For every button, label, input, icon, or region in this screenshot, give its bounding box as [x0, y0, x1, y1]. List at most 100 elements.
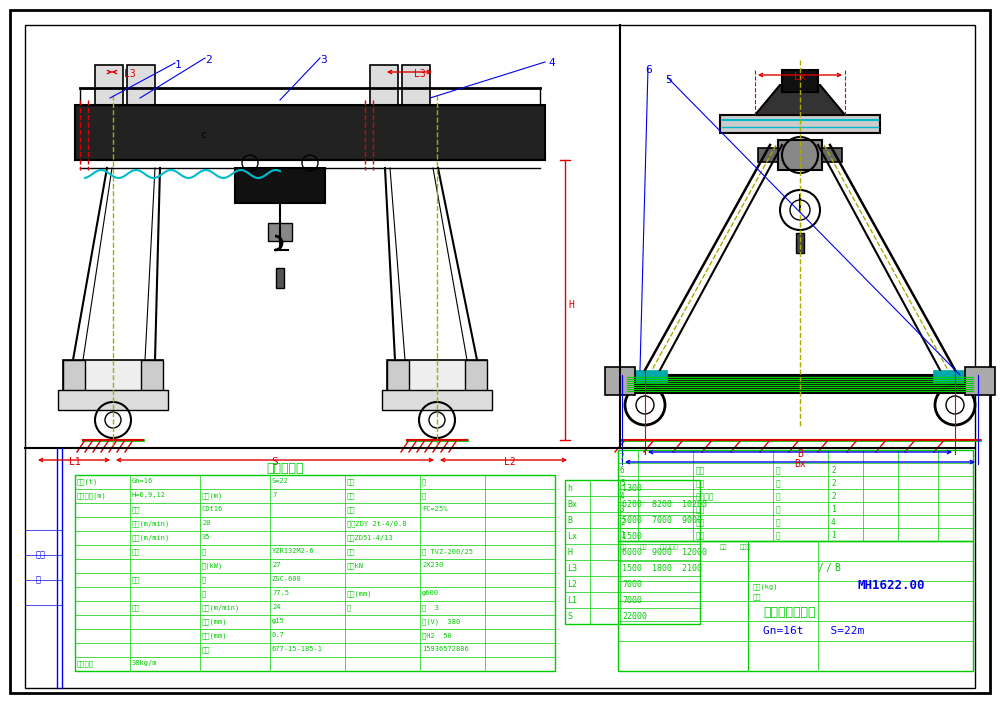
Bar — [63, 360, 85, 395]
Bar — [370, 65, 398, 105]
Text: 型: 型 — [202, 576, 206, 583]
Text: 钢: 钢 — [776, 466, 781, 475]
Text: 6: 6 — [620, 466, 625, 475]
Text: 重量(kg): 重量(kg) — [753, 583, 778, 590]
Bar — [141, 360, 163, 395]
Bar — [618, 450, 973, 541]
Text: 1: 1 — [175, 60, 182, 70]
Bar — [822, 148, 842, 162]
Text: 套: 套 — [776, 505, 781, 514]
Text: 处数: 处数 — [640, 544, 648, 550]
Text: Bx: Bx — [567, 500, 577, 509]
Text: 制造: 制造 — [347, 478, 356, 484]
Text: 率(kW): 率(kW) — [202, 562, 223, 569]
Text: 2: 2 — [831, 492, 836, 501]
Text: 轨道重量: 轨道重量 — [77, 660, 94, 666]
Text: B: B — [834, 563, 840, 573]
Text: 标: 标 — [422, 492, 426, 498]
Text: 型号: 型号 — [202, 646, 210, 652]
Text: 1300: 1300 — [622, 484, 642, 493]
Text: 轮压(mm): 轮压(mm) — [202, 632, 228, 638]
Text: 4: 4 — [831, 518, 836, 527]
Bar — [63, 360, 163, 395]
Text: 0.7: 0.7 — [272, 632, 285, 638]
Text: 7000: 7000 — [622, 580, 642, 589]
Text: H=6,9,12: H=6,9,12 — [132, 492, 166, 498]
Text: 数  3: 数 3 — [422, 604, 439, 611]
Text: 677-15-185-1: 677-15-185-1 — [272, 646, 323, 652]
Bar — [623, 370, 667, 382]
Text: 27: 27 — [272, 562, 280, 568]
Bar — [58, 390, 168, 410]
Text: 速度(m): 速度(m) — [202, 492, 223, 498]
Text: S=22: S=22 — [272, 478, 289, 484]
Text: CDt16: CDt16 — [202, 506, 223, 512]
Text: 大车: 大车 — [132, 604, 140, 611]
Bar — [127, 65, 155, 105]
Text: 1: 1 — [620, 531, 625, 540]
Text: 型: 型 — [202, 548, 206, 555]
Text: L2: L2 — [504, 457, 516, 467]
Text: 6000  9000  12000: 6000 9000 12000 — [622, 548, 707, 557]
Text: L3: L3 — [567, 564, 577, 573]
Text: 更改文件号: 更改文件号 — [660, 544, 679, 550]
Text: 22000: 22000 — [622, 612, 647, 621]
Text: 用途: 用途 — [347, 506, 356, 512]
Text: 2X230: 2X230 — [422, 562, 443, 568]
Text: 减速: 减速 — [132, 576, 140, 583]
Text: 38kg/m: 38kg/m — [132, 660, 158, 666]
Text: 额定(t): 额定(t) — [77, 478, 98, 484]
Text: 葫芦ZD51-4/13: 葫芦ZD51-4/13 — [347, 534, 394, 541]
Text: MH1622.00: MH1622.00 — [858, 579, 926, 592]
Bar — [758, 148, 778, 162]
Text: 1: 1 — [831, 531, 836, 540]
Text: B: B — [797, 449, 803, 459]
Polygon shape — [755, 85, 845, 115]
Text: 2: 2 — [620, 518, 625, 527]
Text: L3: L3 — [124, 69, 136, 79]
Text: 35: 35 — [202, 534, 210, 540]
Text: 2: 2 — [205, 55, 212, 65]
Text: YZR132M2-6: YZR132M2-6 — [272, 548, 314, 554]
Text: h: h — [567, 484, 572, 493]
Text: 2: 2 — [831, 479, 836, 488]
Text: 审: 审 — [36, 575, 41, 584]
Text: 桥架: 桥架 — [696, 505, 705, 514]
Text: 20: 20 — [202, 520, 210, 526]
Text: S: S — [567, 612, 572, 621]
Text: 轮距(mm): 轮距(mm) — [202, 618, 228, 624]
Text: L1: L1 — [69, 457, 81, 467]
Text: 重量kN: 重量kN — [347, 562, 364, 569]
Text: 7: 7 — [620, 453, 625, 462]
Text: Gn=16t    S=22m: Gn=16t S=22m — [763, 626, 864, 636]
Text: φ600: φ600 — [422, 590, 439, 596]
Text: 标: 标 — [422, 478, 426, 484]
Bar — [387, 360, 409, 395]
Text: 7: 7 — [272, 492, 276, 498]
Bar — [235, 168, 325, 203]
Bar — [387, 360, 487, 395]
Text: 葫芦ZDY 2t-4/0.8: 葫芦ZDY 2t-4/0.8 — [347, 520, 406, 527]
Text: 图纸: 图纸 — [36, 550, 46, 559]
Bar — [565, 480, 700, 624]
Text: 5: 5 — [620, 479, 625, 488]
Text: 型 TVZ-200/25: 型 TVZ-200/25 — [422, 548, 473, 555]
Text: Lx: Lx — [794, 72, 806, 82]
Text: 套: 套 — [776, 492, 781, 501]
Text: 1500: 1500 — [622, 532, 642, 541]
Bar — [276, 268, 284, 288]
Bar — [625, 375, 975, 393]
Text: S: S — [272, 457, 278, 467]
Text: 钢: 钢 — [776, 479, 781, 488]
Text: 端梁: 端梁 — [696, 466, 705, 475]
Text: 电机: 电机 — [347, 548, 356, 555]
Text: 车轮(mm): 车轮(mm) — [347, 590, 372, 597]
Bar — [720, 115, 880, 133]
Text: Lx: Lx — [567, 532, 577, 541]
Text: 电机: 电机 — [132, 548, 140, 555]
Bar — [75, 105, 545, 160]
Text: c: c — [200, 130, 206, 140]
Text: 比例: 比例 — [753, 593, 762, 600]
Text: 年月日: 年月日 — [740, 544, 751, 550]
Text: 5: 5 — [665, 75, 672, 85]
